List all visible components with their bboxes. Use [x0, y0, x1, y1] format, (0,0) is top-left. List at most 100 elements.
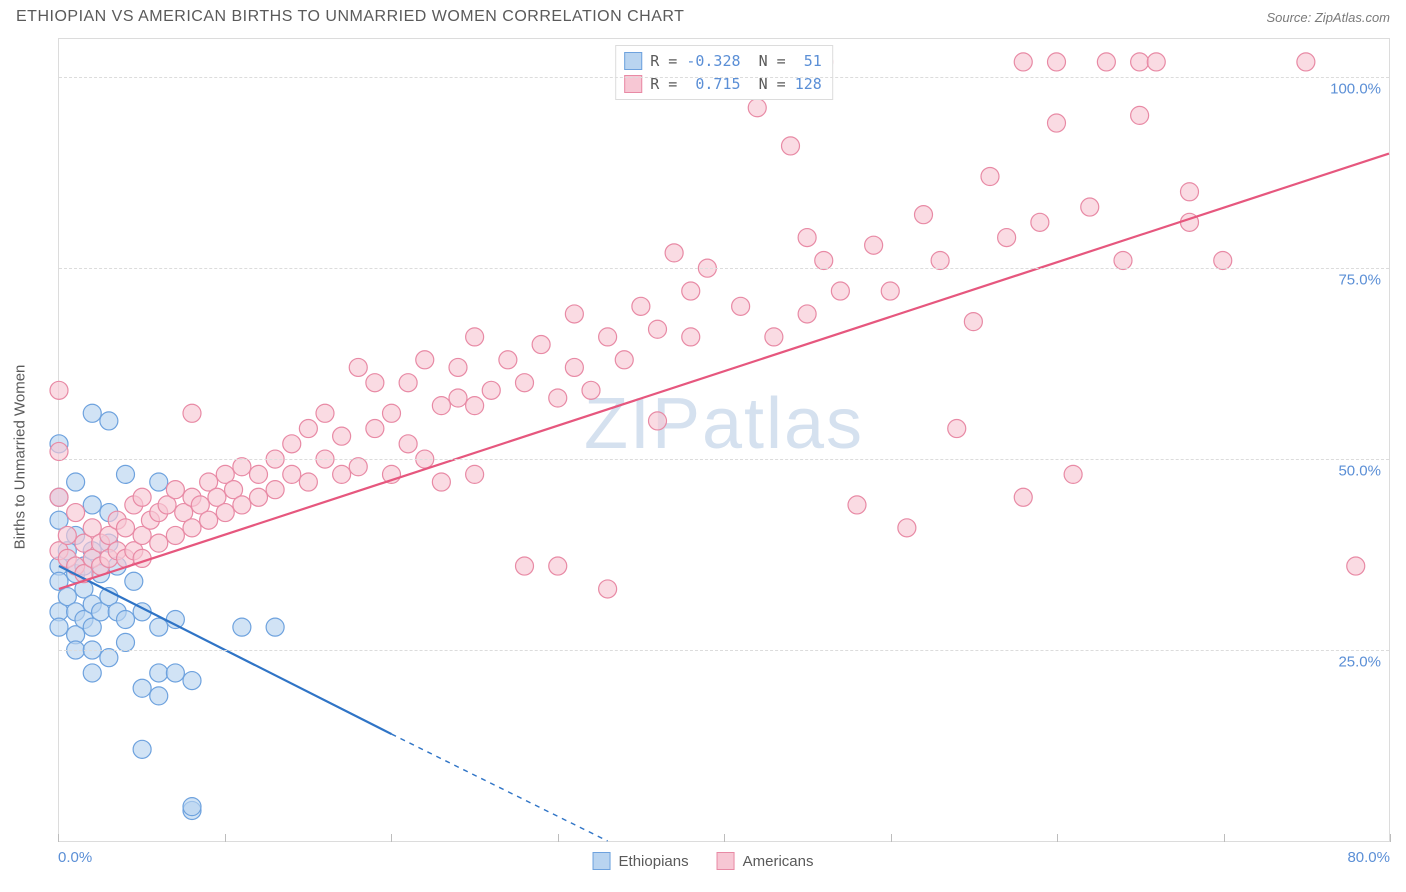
data-point	[615, 351, 633, 369]
data-point	[150, 534, 168, 552]
data-point	[250, 488, 268, 506]
gridline	[59, 268, 1389, 269]
data-point	[117, 633, 135, 651]
data-point	[649, 412, 667, 430]
gridline	[59, 650, 1389, 651]
data-point	[283, 435, 301, 453]
data-point	[765, 328, 783, 346]
data-point	[1014, 488, 1032, 506]
data-point	[266, 618, 284, 636]
data-point	[166, 526, 184, 544]
data-point	[565, 305, 583, 323]
data-point	[58, 526, 76, 544]
x-tick-mark	[225, 834, 226, 842]
data-point	[881, 282, 899, 300]
data-point	[599, 580, 617, 598]
x-tick-mark	[1390, 834, 1391, 842]
data-point	[216, 504, 234, 522]
series-legend-item: Americans	[717, 852, 814, 870]
legend-swatch	[593, 852, 611, 870]
data-point	[1297, 53, 1315, 71]
data-point	[732, 297, 750, 315]
data-point	[416, 351, 434, 369]
legend-label: Ethiopians	[619, 853, 689, 870]
data-point	[166, 481, 184, 499]
data-point	[166, 664, 184, 682]
x-tick-mark	[391, 834, 392, 842]
data-point	[466, 397, 484, 415]
data-point	[117, 465, 135, 483]
legend-row: R = 0.715 N = 128	[624, 73, 822, 96]
data-point	[233, 458, 251, 476]
x-tick-label: 80.0%	[1347, 849, 1390, 866]
data-point	[349, 358, 367, 376]
data-point	[183, 672, 201, 690]
data-point	[299, 420, 317, 438]
data-point	[532, 336, 550, 354]
data-point	[1147, 53, 1165, 71]
data-point	[798, 229, 816, 247]
data-point	[565, 358, 583, 376]
data-point	[50, 488, 68, 506]
data-point	[1081, 198, 1099, 216]
legend-label: Americans	[743, 853, 814, 870]
data-point	[50, 618, 68, 636]
data-point	[117, 610, 135, 628]
data-point	[133, 488, 151, 506]
data-point	[266, 481, 284, 499]
data-point	[50, 381, 68, 399]
y-tick-label: 100.0%	[1330, 81, 1381, 98]
data-point	[432, 397, 450, 415]
data-point	[915, 206, 933, 224]
data-point	[1031, 213, 1049, 231]
data-point	[383, 404, 401, 422]
scatter-svg	[59, 39, 1389, 841]
data-point	[150, 687, 168, 705]
data-point	[1131, 53, 1149, 71]
data-point	[50, 442, 68, 460]
data-point	[283, 465, 301, 483]
series-legend-item: Ethiopians	[593, 852, 689, 870]
data-point	[499, 351, 517, 369]
chart-container: Births to Unmarried Women ZIPatlas R = -…	[16, 38, 1390, 876]
data-point	[931, 251, 949, 269]
data-point	[299, 473, 317, 491]
data-point	[1181, 183, 1199, 201]
data-point	[183, 519, 201, 537]
data-point	[150, 473, 168, 491]
legend-r-label: R = -0.328 N = 51	[650, 50, 822, 73]
data-point	[1064, 465, 1082, 483]
data-point	[682, 328, 700, 346]
legend-swatch	[717, 852, 735, 870]
y-tick-label: 25.0%	[1338, 654, 1381, 671]
data-point	[981, 167, 999, 185]
x-tick-mark	[1224, 834, 1225, 842]
data-point	[83, 664, 101, 682]
data-point	[349, 458, 367, 476]
plot-area: ZIPatlas R = -0.328 N = 51R = 0.715 N = …	[58, 38, 1390, 842]
data-point	[948, 420, 966, 438]
data-point	[1048, 114, 1066, 132]
data-point	[183, 404, 201, 422]
gridline	[59, 459, 1389, 460]
data-point	[333, 465, 351, 483]
x-tick-mark	[891, 834, 892, 842]
data-point	[1114, 251, 1132, 269]
data-point	[250, 465, 268, 483]
correlation-legend: R = -0.328 N = 51R = 0.715 N = 128	[615, 45, 833, 100]
legend-r-label: R = 0.715 N = 128	[650, 73, 822, 96]
data-point	[482, 381, 500, 399]
chart-title: ETHIOPIAN VS AMERICAN BIRTHS TO UNMARRIE…	[16, 8, 684, 26]
data-point	[964, 313, 982, 331]
data-point	[366, 374, 384, 392]
data-point	[333, 427, 351, 445]
data-point	[815, 251, 833, 269]
gridline	[59, 77, 1389, 78]
data-point	[1214, 251, 1232, 269]
x-tick-label: 0.0%	[58, 849, 92, 866]
y-tick-label: 75.0%	[1338, 272, 1381, 289]
data-point	[316, 404, 334, 422]
y-tick-label: 50.0%	[1338, 463, 1381, 480]
data-point	[449, 358, 467, 376]
x-tick-mark	[58, 834, 59, 842]
